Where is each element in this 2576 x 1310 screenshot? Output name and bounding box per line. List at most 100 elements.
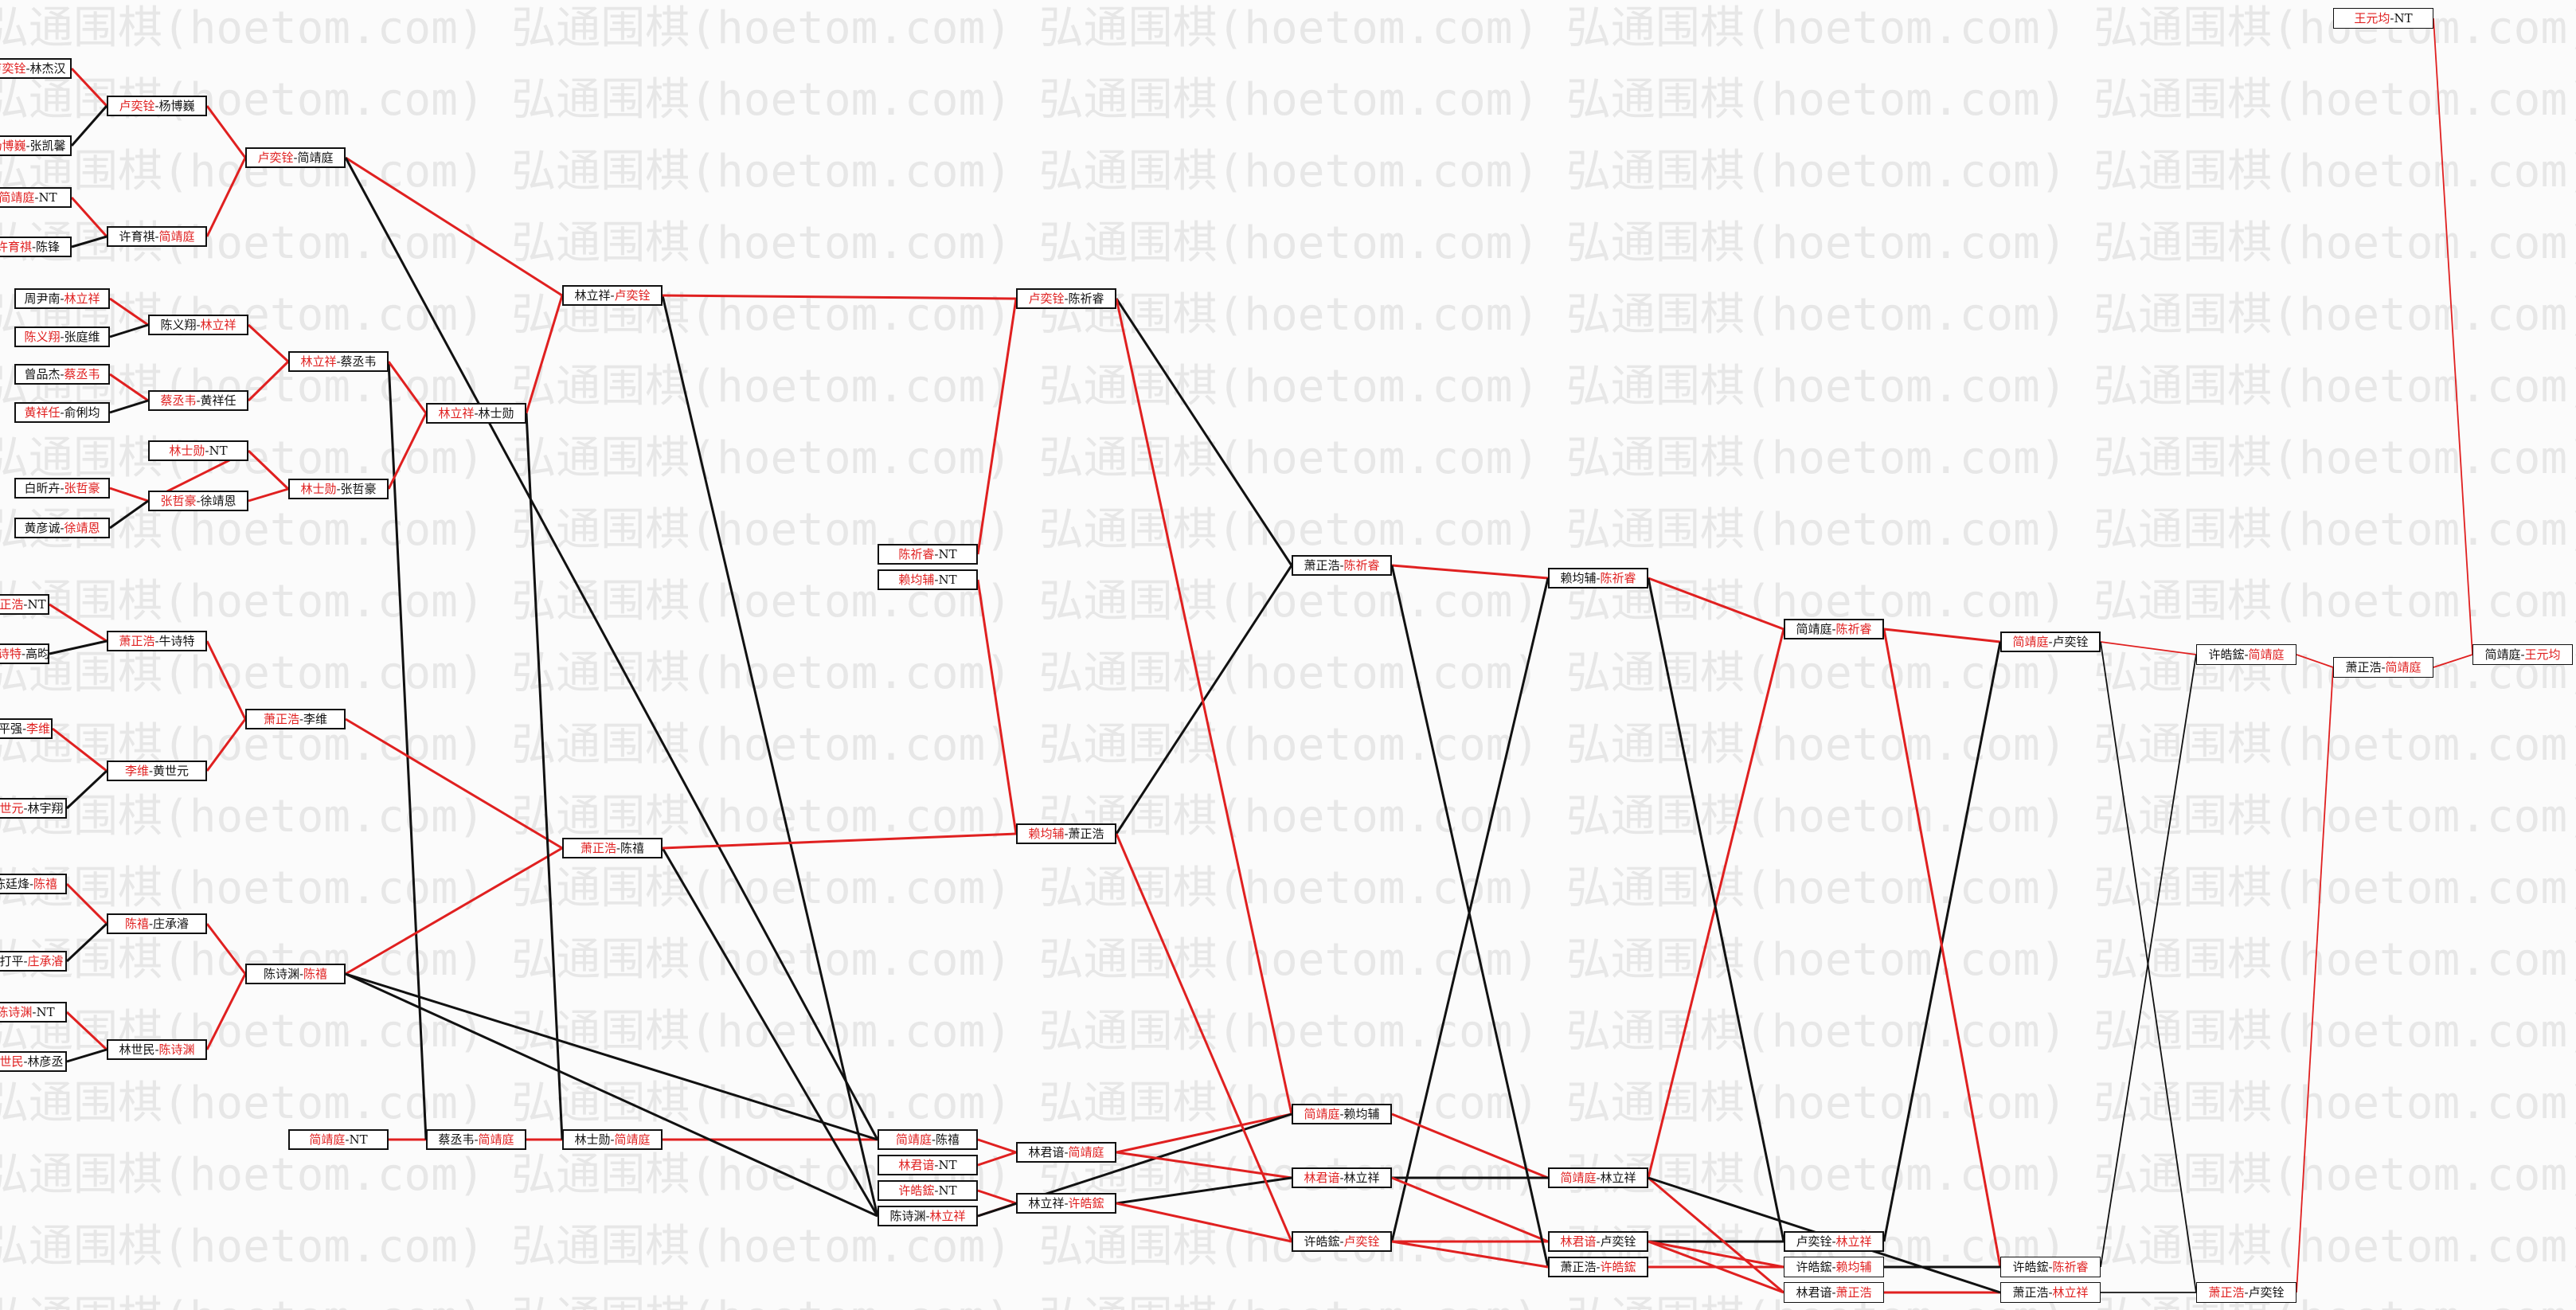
player-two: 蔡丞韦 [340, 354, 377, 369]
player-two: 黄祥任 [200, 393, 236, 408]
winner-path-line [2433, 18, 2473, 655]
match-node: 许育祺-陈锋 [0, 237, 72, 257]
loser-path-line [525, 413, 564, 1140]
separator: - [1064, 291, 1069, 306]
separator: - [2520, 647, 2525, 662]
match-node: 曾品杰-蔡丞韦 [14, 364, 110, 385]
player-one: 陈诗渊 [263, 967, 299, 981]
winner-path-line [977, 1189, 1017, 1205]
player-one: 陈廷烽 [0, 877, 29, 891]
player-one: 简靖庭 [2484, 647, 2521, 662]
player-two: 蔡丞韦 [64, 367, 100, 381]
player-two: 简靖庭 [614, 1132, 651, 1147]
winner-path-line [247, 360, 290, 402]
player-one: 简靖庭 [2012, 635, 2049, 649]
player-two: 林宇翔 [27, 801, 64, 815]
match-node: 萧正浩-林立祥 [2000, 1282, 2101, 1303]
separator: - [2048, 1260, 2053, 1274]
winner-path-line [65, 1011, 108, 1051]
match-node: 林立祥-卢奕铨 [562, 285, 663, 306]
match-node: 陈诗渊-NT [0, 1002, 67, 1023]
player-two: 卢奕铨 [1343, 1234, 1380, 1249]
player-two: NT [349, 1132, 368, 1147]
separator: - [934, 547, 939, 561]
loser-path-line [387, 361, 428, 1140]
match-node: 黄祥任-俞俐均 [14, 402, 110, 423]
separator: - [196, 393, 201, 408]
separator: - [154, 229, 159, 244]
player-one: 林立祥 [438, 406, 475, 420]
player-one: 陈义翔 [160, 318, 197, 332]
player-two: 张庭维 [64, 330, 100, 344]
match-node: 林士勋-张哲豪 [288, 479, 389, 499]
separator: - [1339, 1171, 1344, 1185]
player-one: 许育祺 [0, 240, 32, 254]
separator: - [60, 291, 64, 306]
winner-path-line [205, 973, 247, 1050]
match-node: 许皓鋐-卢奕铨 [1292, 1231, 1392, 1252]
loser-path-line [65, 769, 108, 810]
winner-path-line [1648, 1240, 1784, 1269]
separator: - [934, 1158, 939, 1172]
winner-path-line [248, 487, 289, 502]
player-two: 陈禧 [936, 1132, 960, 1147]
player-one: 卢奕铨 [1028, 291, 1065, 306]
player-two: 牛诗特 [158, 634, 195, 648]
match-node: 林立祥-许皓鋐 [1016, 1193, 1116, 1214]
player-one: 叶打平 [0, 954, 24, 968]
player-two: 林立祥 [64, 291, 100, 306]
loser-path-line [70, 105, 108, 147]
match-node: 林士勋-简靖庭 [562, 1129, 663, 1150]
player-one: 卢奕铨 [0, 61, 26, 76]
winner-path-line [525, 295, 564, 414]
winner-path-line [977, 1151, 1017, 1167]
player-two: 陈锋 [36, 240, 61, 254]
separator: - [31, 240, 37, 254]
player-one: 林君谙 [898, 1158, 935, 1172]
match-node: 陈廷烽-陈禧 [0, 874, 67, 894]
match-node: 林君谙-简靖庭 [1016, 1142, 1116, 1163]
player-two: 高昀 [25, 647, 49, 661]
player-two: 简靖庭 [297, 151, 334, 165]
player-two: 林彦丞 [27, 1054, 64, 1069]
loser-path-line [661, 847, 879, 1217]
separator: - [34, 190, 39, 205]
loser-path-line [1115, 565, 1293, 835]
match-node: 林士勋-NT [148, 440, 248, 461]
player-two: 林立祥 [1343, 1171, 1380, 1185]
player-one: 林君谙 [1796, 1285, 1832, 1300]
player-one: 李维 [124, 764, 149, 778]
player-one: 黄彦诚 [24, 521, 61, 535]
match-node: 张哲豪-徐靖恩 [148, 491, 248, 511]
match-node: 林立祥-蔡丞韦 [288, 351, 389, 372]
player-two: 简靖庭 [1068, 1145, 1104, 1159]
player-one: 简靖庭 [1304, 1107, 1340, 1121]
match-node: 林世民-林彦丞 [0, 1051, 67, 1072]
match-node: 牛诗特-高昀 [0, 643, 49, 664]
separator: - [196, 494, 201, 508]
player-two: 陈祈睿 [1343, 558, 1380, 573]
player-one: 林立祥 [574, 288, 611, 303]
match-node: 杨博巍-张凯馨 [0, 135, 72, 156]
player-one: 陈祈睿 [898, 547, 935, 561]
separator: - [148, 917, 154, 931]
match-node: 简靖庭-林立祥 [1548, 1167, 1648, 1188]
player-two: 简靖庭 [478, 1132, 514, 1147]
match-node: 萧正浩-简靖庭 [2333, 657, 2433, 678]
match-node: 许皓鋐-陈祈睿 [2000, 1257, 2101, 1277]
player-two: 陈禧 [33, 877, 58, 891]
winner-path-line [977, 1138, 1017, 1154]
separator: - [293, 151, 298, 165]
player-one: 赖均辅 [898, 573, 935, 587]
separator: - [336, 354, 341, 369]
separator: - [23, 1054, 28, 1069]
player-one: 杨博巍 [0, 139, 26, 153]
separator: - [925, 1209, 930, 1223]
winner-path-line [387, 361, 428, 414]
winner-path-line [65, 882, 108, 925]
separator: - [21, 721, 27, 736]
match-node: 林立祥-林士勋 [426, 403, 526, 424]
player-one: 赖均辅 [1560, 571, 1597, 585]
separator: - [934, 1183, 939, 1198]
